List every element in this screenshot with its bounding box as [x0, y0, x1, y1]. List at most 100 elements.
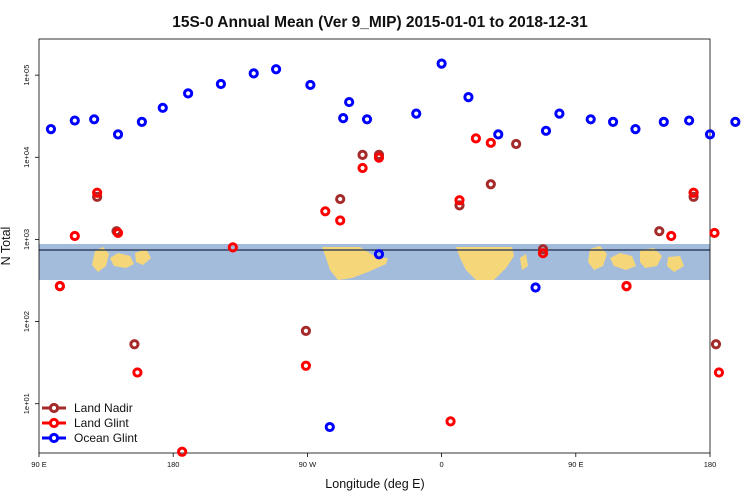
x-tick-label: 90 E	[568, 460, 583, 469]
y-tick-label: 1e+01	[22, 393, 31, 414]
point-land-glint	[470, 133, 481, 144]
series-ocean-glint	[45, 58, 741, 433]
legend-label: Land Nadir	[74, 401, 133, 415]
point-land-glint	[373, 152, 385, 163]
legend-item-land-glint: Land Glint	[42, 416, 129, 430]
point-land-glint	[666, 230, 677, 242]
point-land-glint	[69, 230, 80, 242]
point-ocean-glint	[585, 114, 596, 125]
point-ocean-glint	[344, 96, 355, 108]
x-axis-label: Longitude (deg E)	[325, 477, 424, 491]
point-land-glint	[300, 360, 312, 371]
point-land-glint	[54, 281, 65, 292]
point-ocean-glint	[630, 124, 641, 135]
point-ocean-glint	[89, 114, 100, 125]
point-land-nadir	[537, 244, 549, 255]
point-ocean-glint	[373, 249, 385, 260]
point-ocean-glint	[112, 129, 124, 140]
x-axis: 90 E 180 90 W 0 90 E 180	[31, 453, 716, 469]
x-tick-label: 90 W	[299, 460, 317, 469]
legend-marker	[48, 432, 60, 444]
point-land-glint	[227, 242, 238, 253]
point-land-nadir	[485, 179, 496, 190]
point-ocean-glint	[45, 124, 57, 135]
world-map-band	[39, 244, 710, 280]
point-ocean-glint	[658, 116, 669, 127]
point-ocean-glint	[554, 108, 565, 119]
y-axis: 1e+01 1e+02 1e+03 1e+04 1e+05	[22, 65, 39, 414]
point-land-nadir	[511, 138, 522, 150]
point-ocean-glint	[463, 92, 474, 103]
point-land-nadir	[92, 191, 103, 202]
point-land-nadir	[454, 200, 465, 211]
x-tick-label: 180	[167, 460, 180, 469]
point-land-glint	[537, 248, 549, 259]
point-ocean-glint	[305, 79, 316, 91]
x-tick-label: 180	[704, 460, 717, 469]
point-land-nadir	[335, 193, 346, 205]
legend-label: Land Glint	[74, 416, 129, 430]
point-land-glint	[485, 137, 496, 148]
y-tick-label: 1e+05	[22, 65, 31, 86]
point-land-nadir	[654, 226, 665, 237]
point-ocean-glint	[530, 282, 541, 293]
point-ocean-glint	[136, 116, 147, 127]
y-tick-label: 1e+03	[22, 229, 31, 250]
y-axis-label: N Total	[0, 227, 13, 266]
point-ocean-glint	[704, 129, 716, 140]
point-ocean-glint	[436, 58, 447, 69]
series-land-glint	[54, 133, 725, 457]
chart-title: 15S-0 Annual Mean (Ver 9_MIP) 2015-01-01…	[172, 14, 588, 31]
legend-item-land-nadir: Land Nadir	[42, 401, 133, 415]
point-ocean-glint	[183, 88, 194, 99]
point-ocean-glint	[270, 64, 282, 75]
point-ocean-glint	[324, 421, 335, 433]
point-land-nadir	[710, 339, 722, 350]
x-tick-label: 0	[440, 460, 444, 469]
point-ocean-glint	[338, 112, 349, 124]
point-land-glint	[713, 367, 725, 378]
point-ocean-glint	[411, 108, 422, 119]
x-tick-label: 90 E	[31, 460, 46, 469]
point-land-nadir	[688, 191, 699, 202]
point-land-glint	[709, 227, 720, 239]
point-ocean-glint	[361, 114, 373, 125]
legend-item-ocean-glint: Ocean Glint	[42, 431, 138, 445]
point-land-nadir	[357, 149, 368, 160]
point-land-glint	[445, 416, 456, 427]
point-land-glint	[454, 195, 465, 206]
y-tick-label: 1e+04	[22, 147, 31, 168]
point-land-glint	[177, 446, 188, 457]
point-land-glint	[621, 281, 632, 292]
point-land-glint	[335, 215, 346, 226]
point-ocean-glint	[248, 68, 259, 79]
point-land-glint	[112, 227, 124, 239]
point-ocean-glint	[69, 115, 80, 126]
data-points	[45, 58, 741, 457]
point-ocean-glint	[540, 125, 552, 136]
legend-marker	[48, 417, 60, 429]
point-ocean-glint	[215, 78, 227, 90]
point-land-glint	[688, 187, 699, 198]
point-ocean-glint	[730, 116, 741, 127]
legend-marker	[48, 402, 60, 414]
point-ocean-glint	[684, 115, 695, 126]
point-land-glint	[357, 162, 368, 174]
point-ocean-glint	[493, 129, 504, 140]
landmass-maritime-continent-repeat	[588, 246, 684, 272]
landmass-africa	[456, 247, 528, 280]
point-land-nadir	[300, 325, 312, 336]
point-land-glint	[132, 367, 143, 378]
point-ocean-glint	[607, 116, 619, 127]
point-ocean-glint	[157, 102, 168, 113]
landmass-americas	[322, 247, 388, 280]
legend-label: Ocean Glint	[74, 431, 138, 445]
landmass-maritime-continent	[92, 247, 151, 272]
point-land-nadir	[129, 339, 140, 350]
y-tick-label: 1e+02	[22, 311, 31, 332]
point-land-glint	[92, 187, 103, 198]
point-land-glint	[320, 206, 331, 217]
plot-frame	[38, 38, 711, 454]
